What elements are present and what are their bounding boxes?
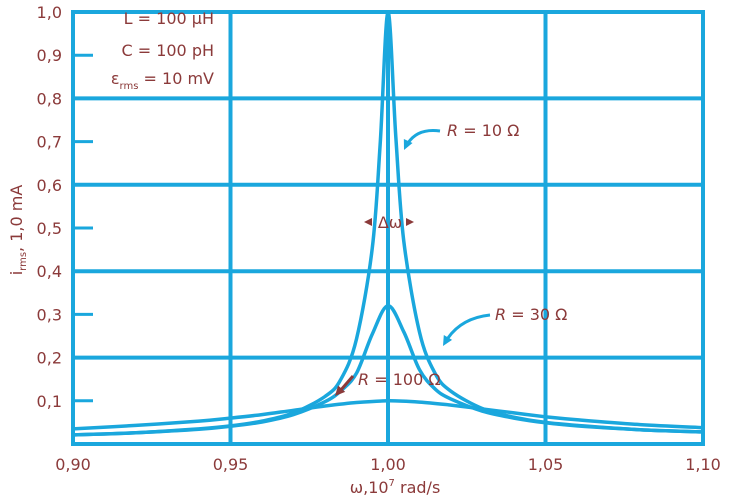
- y-axis-title-rest: , 1,0 mA: [7, 185, 26, 252]
- label-r100-var: R: [358, 370, 369, 389]
- label-r30-value: = 30 Ω: [506, 305, 567, 324]
- y-tick-label-1: 0,2: [37, 349, 62, 368]
- x-axis-title-main: ω,10: [350, 478, 389, 497]
- y-tick-label-4: 0,5: [37, 219, 62, 238]
- delta-omega-marker: Δω: [364, 213, 414, 232]
- param-emf: εrms = 10 mV: [111, 69, 214, 92]
- curve-r30: [72, 304, 704, 437]
- y-tick-label-9: 1,0: [37, 3, 62, 22]
- arrow-r100: [335, 375, 355, 396]
- x-tick-label-3: 1,05: [528, 455, 564, 474]
- y-tick-label-8: 0,9: [37, 46, 62, 65]
- parameter-box: L = 100 μH C = 100 pH εrms = 10 mV: [111, 9, 214, 92]
- x-tick-label-2: 1,00: [370, 455, 406, 474]
- x-tick-label-1: 0,95: [213, 455, 249, 474]
- label-r10-value: = 10 Ω: [458, 121, 519, 140]
- annotation-layer: R = 10 ΩR = 30 ΩR = 100 ΩΔω: [335, 121, 567, 396]
- y-tick-label-3: 0,4: [37, 262, 62, 281]
- param-capacitance: C = 100 pH: [121, 41, 214, 60]
- delta-omega-label: Δω: [378, 213, 402, 232]
- x-tick-label-0: 0,90: [55, 455, 91, 474]
- label-r100: R = 100 Ω: [358, 370, 441, 389]
- param-emf-sub: rms: [120, 81, 139, 92]
- y-tick-label-2: 0,3: [37, 305, 62, 324]
- param-inductance: L = 100 μH: [124, 9, 214, 28]
- y-tick-label-5: 0,6: [37, 176, 62, 195]
- y-axis-title: irms, 1,0 mA: [7, 185, 29, 276]
- label-r10-var: R: [447, 121, 458, 140]
- param-emf-symbol: ε: [111, 69, 120, 88]
- arrow-r10: [403, 129, 441, 150]
- y-tick-label-0: 0,1: [37, 392, 62, 411]
- label-r30: R = 30 Ω: [495, 305, 567, 324]
- label-r100-value: = 100 Ω: [369, 370, 440, 389]
- curve-r100: [72, 399, 704, 431]
- x-axis-title-sup: 7: [389, 478, 395, 489]
- y-axis-title-sub: rms: [18, 252, 29, 271]
- x-axis-title-unit: rad/s: [395, 478, 440, 497]
- label-r10: R = 10 Ω: [447, 121, 519, 140]
- arrow-r30: [443, 313, 491, 346]
- x-tick-label-4: 1,10: [685, 455, 721, 474]
- curves-layer: [72, 10, 704, 437]
- y-tick-label-6: 0,7: [37, 133, 62, 152]
- y-axis-title-main: i: [7, 271, 26, 275]
- param-emf-value: = 10 mV: [138, 69, 214, 88]
- ticks-layer: 0,1 0,2 0,3 0,4 0,5 0,6 0,7 0,8 0,9 1,0 0,90 0,95 1,…: [37, 3, 721, 474]
- x-axis-title: ω,107 rad/s: [350, 478, 441, 497]
- label-r30-var: R: [495, 305, 506, 324]
- y-tick-label-7: 0,8: [37, 89, 62, 108]
